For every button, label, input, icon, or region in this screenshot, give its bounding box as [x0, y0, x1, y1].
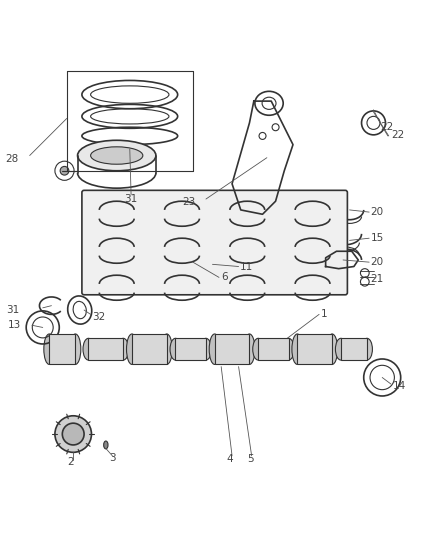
Bar: [49, 334, 75, 365]
Text: 23: 23: [182, 197, 195, 207]
Ellipse shape: [327, 334, 338, 365]
Ellipse shape: [127, 334, 138, 365]
Ellipse shape: [253, 338, 264, 360]
Text: 22: 22: [391, 130, 404, 140]
Bar: [132, 334, 167, 365]
Ellipse shape: [361, 338, 372, 360]
Ellipse shape: [91, 147, 143, 164]
Ellipse shape: [70, 334, 81, 365]
FancyBboxPatch shape: [82, 190, 347, 295]
Text: 4: 4: [226, 454, 233, 464]
Circle shape: [62, 423, 84, 445]
Text: 1: 1: [321, 309, 328, 319]
Text: 11: 11: [240, 262, 253, 271]
Ellipse shape: [292, 334, 303, 365]
Text: 6: 6: [221, 272, 228, 282]
Ellipse shape: [118, 338, 129, 360]
Bar: [258, 338, 289, 360]
Text: 31: 31: [6, 305, 19, 315]
Text: 2: 2: [68, 457, 74, 467]
Text: 28: 28: [6, 154, 19, 164]
Bar: [88, 338, 123, 360]
Ellipse shape: [244, 334, 255, 365]
Bar: [176, 338, 206, 360]
Ellipse shape: [209, 334, 220, 365]
Text: 20: 20: [371, 257, 384, 267]
Text: 13: 13: [8, 320, 21, 330]
Ellipse shape: [170, 338, 181, 360]
Ellipse shape: [44, 334, 55, 365]
Ellipse shape: [283, 338, 294, 360]
Ellipse shape: [78, 140, 156, 171]
Text: 21: 21: [371, 273, 384, 284]
Text: 5: 5: [247, 454, 254, 464]
Ellipse shape: [161, 334, 172, 365]
Ellipse shape: [201, 338, 212, 360]
Text: 32: 32: [92, 312, 105, 321]
Text: 3: 3: [109, 453, 116, 463]
Text: 31: 31: [124, 194, 138, 204]
Text: 20: 20: [371, 207, 384, 217]
Ellipse shape: [83, 338, 94, 360]
Ellipse shape: [336, 338, 346, 360]
Ellipse shape: [104, 441, 108, 449]
Text: 15: 15: [371, 233, 384, 243]
Bar: [341, 338, 367, 360]
Circle shape: [60, 166, 69, 175]
Bar: [215, 334, 250, 365]
Bar: [297, 334, 332, 365]
Text: 14: 14: [393, 381, 406, 391]
Circle shape: [55, 416, 92, 453]
Text: 22: 22: [380, 122, 393, 132]
